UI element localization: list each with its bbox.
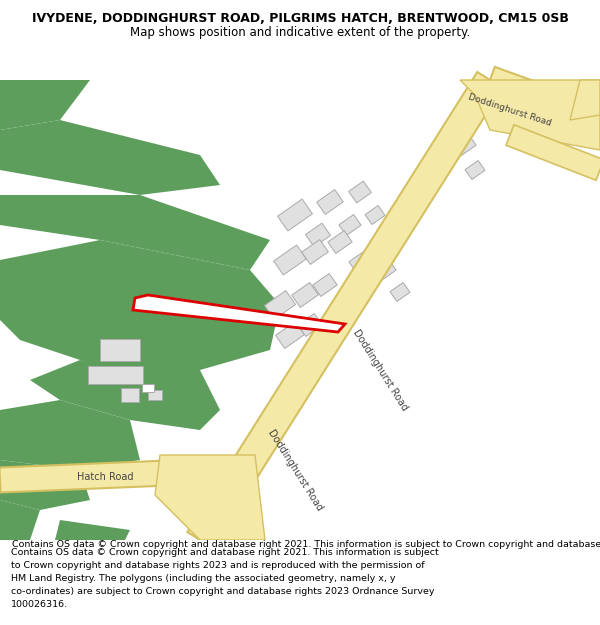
Polygon shape [167, 461, 253, 549]
Polygon shape [298, 314, 322, 336]
Polygon shape [431, 142, 458, 168]
Polygon shape [274, 245, 307, 275]
Polygon shape [0, 240, 280, 375]
Polygon shape [485, 67, 600, 133]
Polygon shape [328, 231, 352, 254]
Polygon shape [265, 291, 296, 319]
Polygon shape [0, 195, 270, 270]
Polygon shape [142, 384, 154, 392]
Polygon shape [0, 460, 90, 510]
Text: 100026316.: 100026316. [11, 600, 68, 609]
Polygon shape [506, 125, 600, 180]
Polygon shape [349, 181, 371, 203]
Polygon shape [275, 322, 304, 348]
Text: IVYDENE, DODDINGHURST ROAD, PILGRIMS HATCH, BRENTWOOD, CM15 0SB: IVYDENE, DODDINGHURST ROAD, PILGRIMS HAT… [32, 12, 568, 25]
Text: Doddinghurst Road: Doddinghurst Road [266, 428, 324, 512]
Polygon shape [0, 400, 140, 470]
Polygon shape [374, 259, 396, 281]
Text: Doddinghurst Road: Doddinghurst Road [467, 92, 553, 128]
Polygon shape [349, 251, 371, 272]
Polygon shape [292, 282, 319, 308]
Polygon shape [30, 360, 220, 430]
Polygon shape [88, 366, 143, 384]
Text: co-ordinates) are subject to Crown copyright and database rights 2023 Ordnance S: co-ordinates) are subject to Crown copyr… [11, 587, 434, 596]
Polygon shape [55, 520, 130, 540]
Polygon shape [100, 339, 140, 361]
Polygon shape [0, 120, 220, 195]
Polygon shape [570, 80, 600, 120]
Polygon shape [317, 189, 343, 214]
Text: Hatch Road: Hatch Road [77, 472, 133, 482]
Polygon shape [339, 214, 361, 236]
Text: Doddinghurst Road: Doddinghurst Road [351, 328, 409, 412]
Polygon shape [465, 161, 485, 179]
Text: Contains OS data © Crown copyright and database right 2021. This information is : Contains OS data © Crown copyright and d… [12, 540, 600, 549]
Polygon shape [454, 134, 476, 156]
Polygon shape [0, 458, 241, 492]
Text: HM Land Registry. The polygons (including the associated geometry, namely x, y: HM Land Registry. The polygons (includin… [11, 574, 395, 583]
Text: Contains OS data © Crown copyright and database right 2021. This information is : Contains OS data © Crown copyright and d… [11, 548, 439, 557]
Polygon shape [460, 80, 600, 150]
Polygon shape [390, 282, 410, 301]
Polygon shape [365, 206, 385, 224]
Polygon shape [302, 239, 328, 264]
Polygon shape [278, 199, 313, 231]
Polygon shape [313, 274, 337, 296]
Polygon shape [121, 388, 139, 402]
Text: Map shows position and indicative extent of the property.: Map shows position and indicative extent… [130, 26, 470, 39]
Polygon shape [133, 295, 345, 332]
Polygon shape [0, 80, 90, 130]
Polygon shape [0, 500, 40, 540]
Polygon shape [305, 223, 331, 247]
Polygon shape [148, 390, 162, 400]
Text: to Crown copyright and database rights 2023 and is reproduced with the permissio: to Crown copyright and database rights 2… [11, 561, 424, 570]
Polygon shape [187, 72, 503, 548]
Polygon shape [155, 455, 265, 540]
